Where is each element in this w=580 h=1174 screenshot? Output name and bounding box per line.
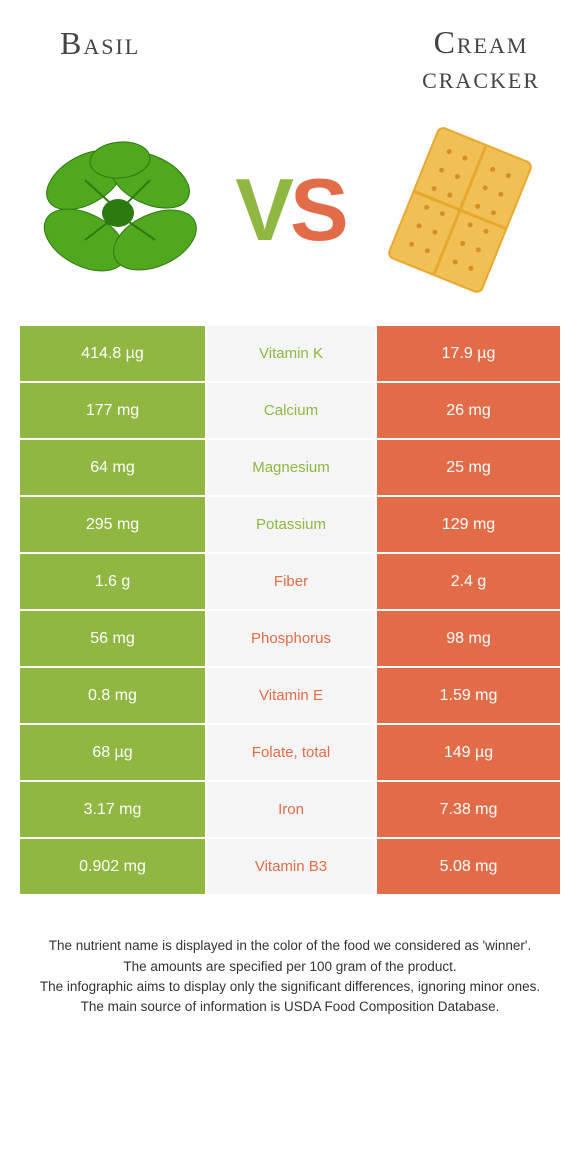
table-row: 414.8 µgVitamin K17.9 µg [20, 326, 560, 383]
value-basil: 414.8 µg [20, 326, 207, 381]
footer-line-4: The main source of information is USDA F… [30, 997, 550, 1017]
value-cracker: 1.59 mg [375, 668, 560, 723]
header: Basil Cream cracker [0, 0, 580, 105]
table-row: 177 mgCalcium26 mg [20, 383, 560, 440]
hero-row: VS [0, 105, 580, 325]
nutrient-name: Fiber [207, 554, 375, 609]
value-cracker: 98 mg [375, 611, 560, 666]
value-cracker: 5.08 mg [375, 839, 560, 894]
vs-s: S [290, 159, 345, 261]
nutrient-name: Potassium [207, 497, 375, 552]
table-row: 68 µgFolate, total149 µg [20, 725, 560, 782]
value-basil: 56 mg [20, 611, 207, 666]
comparison-table: 414.8 µgVitamin K17.9 µg177 mgCalcium26 … [20, 325, 560, 896]
nutrient-name: Vitamin K [207, 326, 375, 381]
vs-label: VS [235, 159, 344, 261]
nutrient-name: Folate, total [207, 725, 375, 780]
nutrient-name: Vitamin B3 [207, 839, 375, 894]
cracker-image [370, 125, 550, 295]
nutrient-name: Calcium [207, 383, 375, 438]
title-cracker-line2: cracker [422, 60, 540, 95]
value-cracker: 17.9 µg [375, 326, 560, 381]
table-row: 1.6 gFiber2.4 g [20, 554, 560, 611]
value-basil: 177 mg [20, 383, 207, 438]
nutrient-name: Phosphorus [207, 611, 375, 666]
footer-line-2: The amounts are specified per 100 gram o… [30, 957, 550, 977]
footer-line-3: The infographic aims to display only the… [30, 977, 550, 997]
nutrient-name: Iron [207, 782, 375, 837]
value-cracker: 25 mg [375, 440, 560, 495]
table-row: 64 mgMagnesium25 mg [20, 440, 560, 497]
value-basil: 0.8 mg [20, 668, 207, 723]
table-row: 0.8 mgVitamin E1.59 mg [20, 668, 560, 725]
value-basil: 295 mg [20, 497, 207, 552]
table-row: 3.17 mgIron7.38 mg [20, 782, 560, 839]
value-basil: 3.17 mg [20, 782, 207, 837]
nutrient-name: Magnesium [207, 440, 375, 495]
table-row: 56 mgPhosphorus98 mg [20, 611, 560, 668]
basil-image [30, 125, 210, 295]
table-row: 0.902 mgVitamin B35.08 mg [20, 839, 560, 896]
value-cracker: 149 µg [375, 725, 560, 780]
value-basil: 1.6 g [20, 554, 207, 609]
value-cracker: 7.38 mg [375, 782, 560, 837]
title-cracker-line1: Cream [422, 25, 540, 60]
value-basil: 0.902 mg [20, 839, 207, 894]
vs-v: V [235, 159, 290, 261]
table-row: 295 mgPotassium129 mg [20, 497, 560, 554]
nutrient-name: Vitamin E [207, 668, 375, 723]
footer-notes: The nutrient name is displayed in the co… [0, 936, 580, 1017]
value-cracker: 129 mg [375, 497, 560, 552]
value-basil: 68 µg [20, 725, 207, 780]
value-cracker: 2.4 g [375, 554, 560, 609]
footer-line-1: The nutrient name is displayed in the co… [30, 936, 550, 956]
value-basil: 64 mg [20, 440, 207, 495]
value-cracker: 26 mg [375, 383, 560, 438]
title-basil: Basil [60, 25, 140, 95]
title-cracker: Cream cracker [422, 25, 540, 95]
